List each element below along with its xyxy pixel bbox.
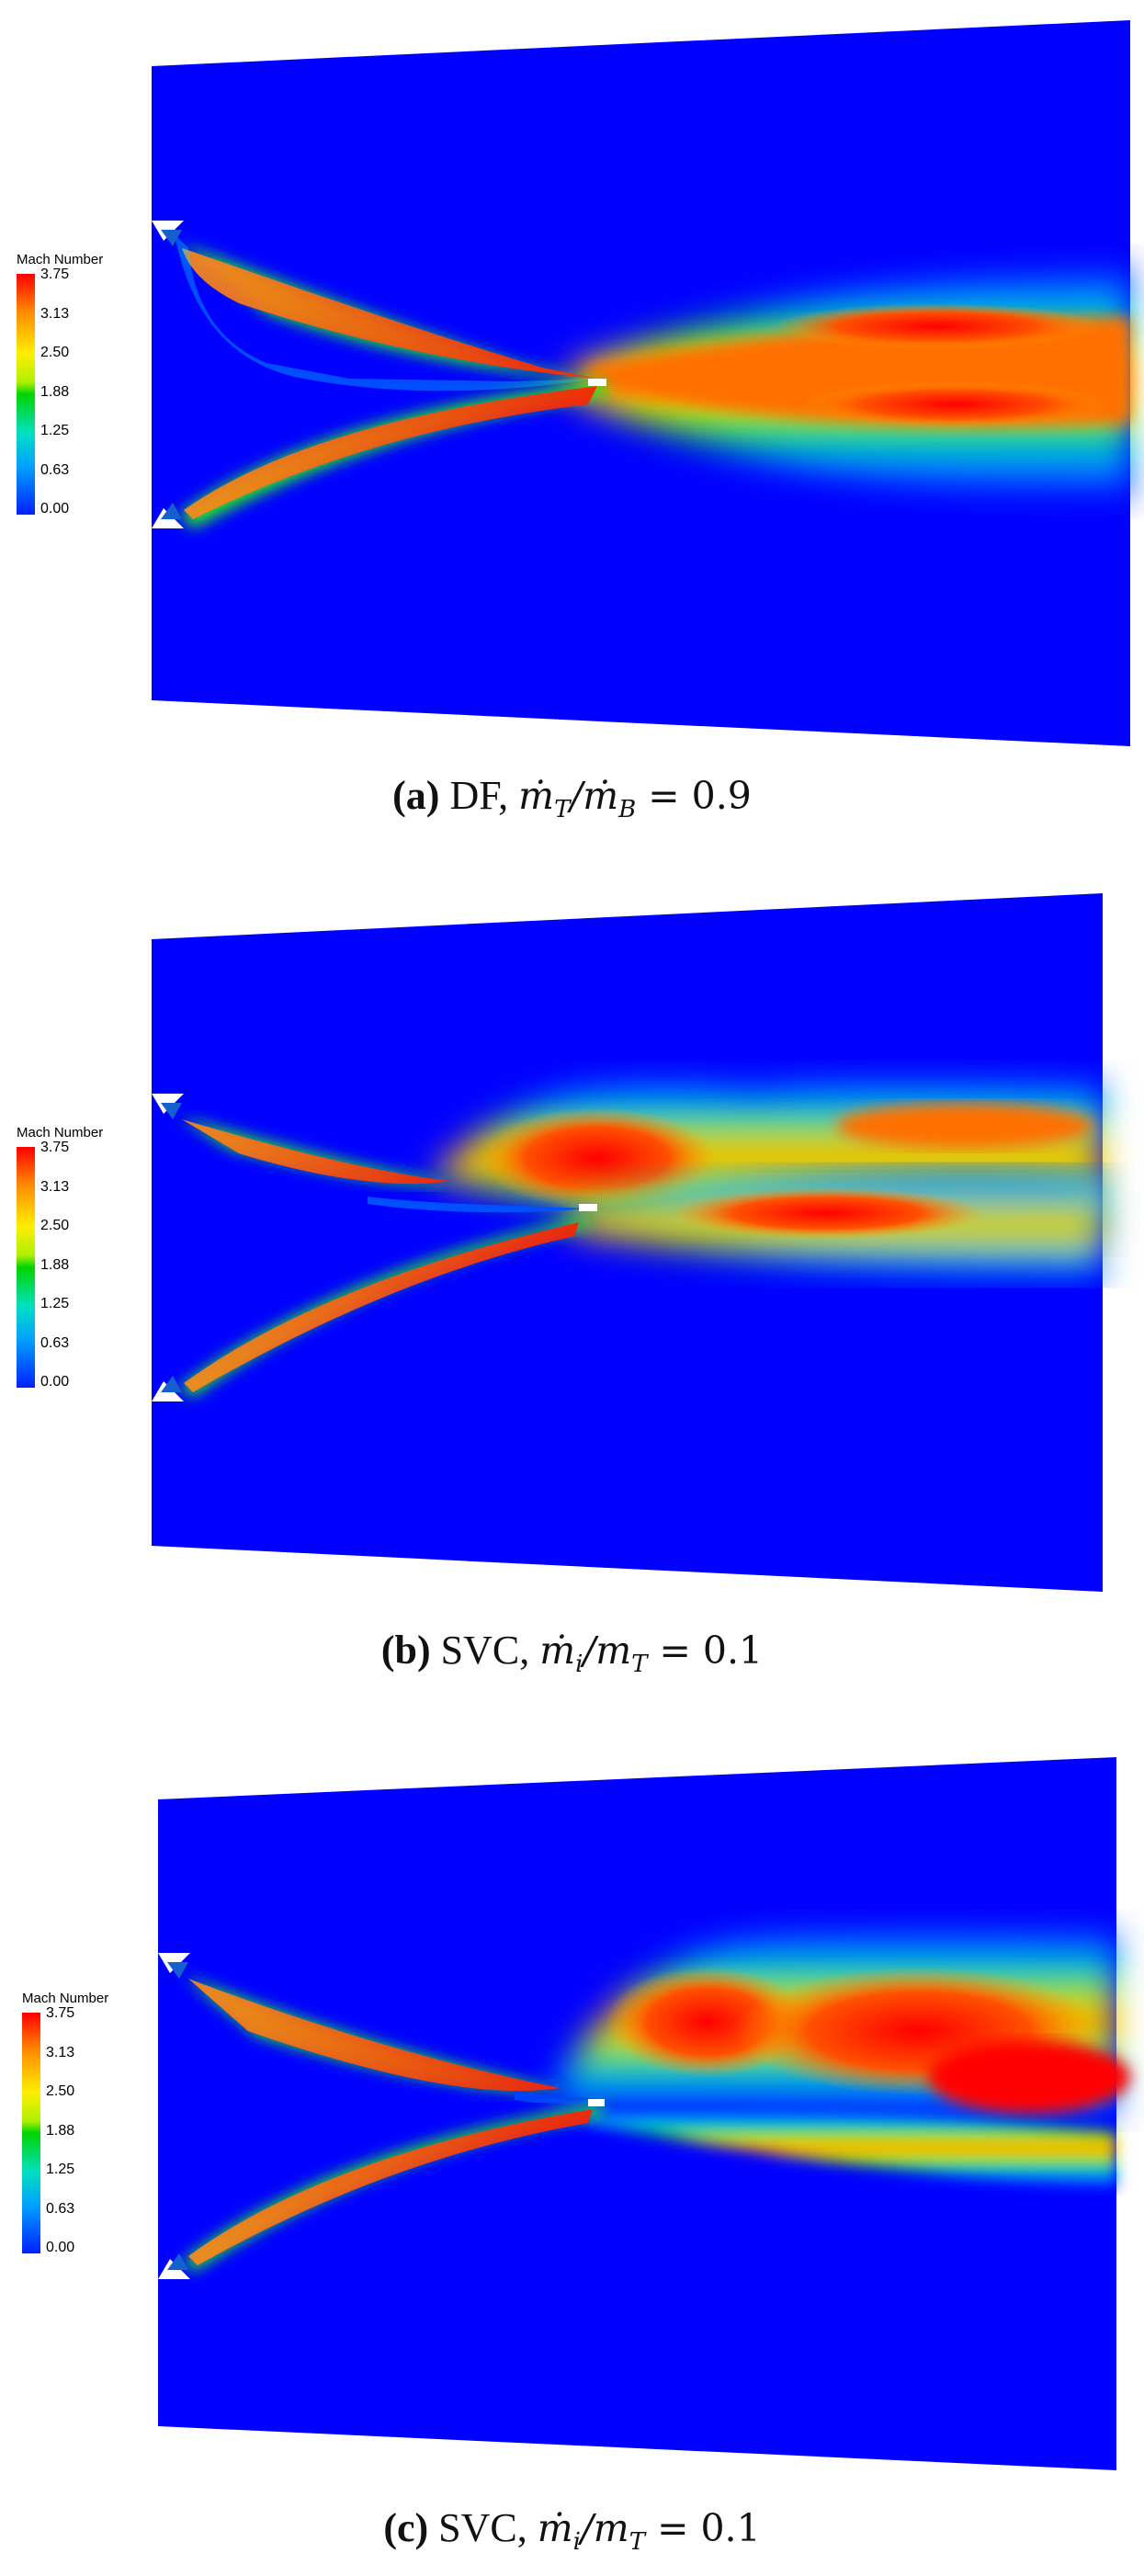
caption-text: SVC, <box>438 2505 527 2550</box>
legend-tick: 0.63 <box>46 2201 75 2217</box>
legend-tick: 1.88 <box>40 384 70 400</box>
legend-tick: 3.75 <box>40 1140 70 1155</box>
caption-text: SVC, <box>440 1628 530 1673</box>
legend-tick: 1.25 <box>40 423 70 438</box>
legend-colorbar <box>17 274 35 515</box>
legend-tick: 3.75 <box>46 2005 75 2021</box>
legend-tick: 0.63 <box>40 462 70 478</box>
legend-tick: 2.50 <box>40 1218 70 1233</box>
mach-contour-plot-b <box>152 893 1103 1592</box>
legend-tick: 0.00 <box>40 501 70 516</box>
legend-colorbar <box>17 1147 35 1388</box>
legend-tick: 1.25 <box>46 2162 75 2177</box>
caption-formula: ṁi/mT = 0.1 <box>539 1628 764 1679</box>
caption-b: (b) SVC, ṁi/mT = 0.1 <box>0 1627 1144 1678</box>
legend-tick: 1.88 <box>46 2123 75 2139</box>
legend-tick: 1.25 <box>40 1296 70 1311</box>
caption-c: (c) SVC, ṁi/mT = 0.1 <box>0 2504 1144 2556</box>
legend-tick: 0.63 <box>40 1335 70 1351</box>
legend-tick: 2.50 <box>40 345 70 360</box>
legend-title: Mach Number <box>22 1991 109 2006</box>
caption-formula: ṁi/mT = 0.1 <box>537 2506 761 2557</box>
caption-a: (a) DF, ṁT/ṁB = 0.9 <box>0 772 1144 823</box>
caption-text: DF, <box>449 773 509 818</box>
legend-tick: 0.00 <box>46 2240 75 2255</box>
panel-c: Mach Number 3.75 3.13 2.50 1.88 1.25 0.6… <box>0 1746 1144 2573</box>
panel-a: Mach Number 3.75 3.13 2.50 1.88 1.25 0.6… <box>0 0 1144 864</box>
caption-formula: ṁT/ṁB = 0.9 <box>518 774 752 824</box>
legend-title: Mach Number <box>17 1125 104 1140</box>
mach-contour-plot-a <box>152 20 1130 746</box>
legend-tick: 1.88 <box>40 1257 70 1273</box>
legend-tick: 0.00 <box>40 1374 70 1390</box>
legend-tick: 2.50 <box>46 2083 75 2099</box>
legend-tick: 3.13 <box>40 1179 70 1195</box>
caption-label: (c) <box>383 2505 429 2550</box>
legend-colorbar <box>22 2013 40 2253</box>
caption-label: (b) <box>380 1628 431 1673</box>
legend-tick: 3.13 <box>40 306 70 322</box>
mach-contour-plot-c <box>158 1757 1130 2470</box>
legend-tick: 3.75 <box>40 267 70 282</box>
caption-label: (a) <box>392 773 440 818</box>
legend-title: Mach Number <box>17 252 104 267</box>
legend-tick: 3.13 <box>46 2045 75 2060</box>
panel-b: Mach Number 3.75 3.13 2.50 1.88 1.25 0.6… <box>0 873 1144 1719</box>
